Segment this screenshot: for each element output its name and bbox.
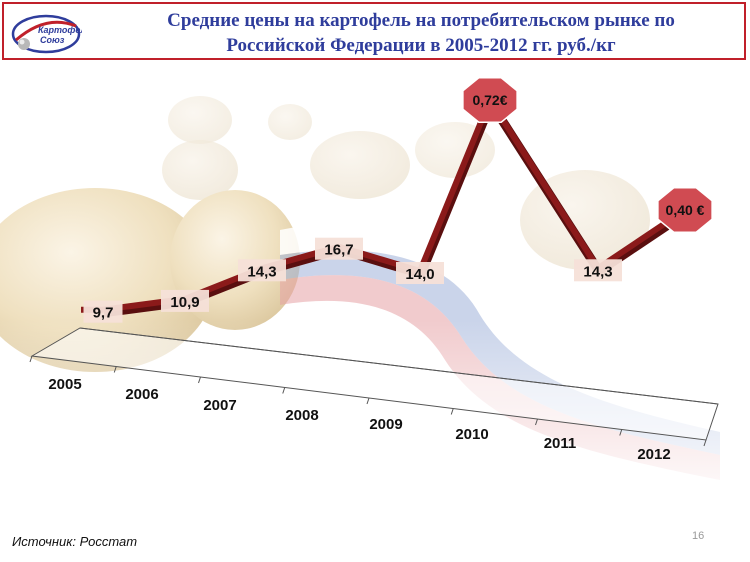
data-label-box — [396, 262, 444, 284]
data-label-2012: 0,40 € — [666, 202, 705, 218]
data-label-box — [574, 259, 622, 282]
floor-tick — [366, 397, 370, 405]
euro-badge — [657, 187, 713, 233]
x-tick-label-2005: 2005 — [48, 376, 81, 393]
floor-tick — [29, 355, 33, 363]
data-label-box — [161, 289, 209, 312]
floor-tick — [282, 387, 286, 394]
data-label-2006: 10,9 — [170, 294, 199, 311]
potato-background — [0, 96, 750, 480]
floor-tick — [535, 418, 538, 426]
euro-badge — [462, 77, 518, 123]
page-number: 16 — [692, 530, 705, 542]
floor-tick — [450, 408, 454, 415]
data-label-2009: 14,0 — [405, 266, 434, 283]
x-tick-label-2012: 2012 — [637, 446, 670, 463]
price-chart: 9,7 10,9 14,3 16,7 14,0 0,72€ 14,3 0,40 € 2005 2… — [0, 77, 750, 480]
logo-text-1: Картофельный — [38, 25, 82, 35]
data-label-2010: 0,72€ — [472, 92, 507, 108]
x-tick-label-2006: 2006 — [125, 386, 158, 403]
chart-floor — [30, 327, 719, 441]
x-tick-label-2010: 2010 — [455, 426, 488, 443]
data-label-2011: 14,3 — [583, 263, 612, 280]
x-tick-label-2008: 2008 — [285, 407, 318, 424]
data-label-box — [238, 259, 286, 282]
x-tick-label-2011: 2011 — [544, 435, 577, 452]
slide-header: Картофельный Союз Средние цены на картоф… — [2, 2, 746, 60]
data-label-box — [315, 237, 363, 260]
floor-tick — [703, 439, 707, 447]
kartofelny-soyuz-logo: Картофельный Союз — [11, 14, 82, 54]
data-label-2008: 16,7 — [324, 242, 353, 259]
data-label-2007: 14,3 — [247, 263, 276, 280]
floor-tick — [619, 429, 623, 436]
logo-text-2: Союз — [40, 35, 65, 45]
data-label-2005: 9,7 — [93, 305, 114, 322]
x-tick-label-2007: 2007 — [203, 397, 236, 414]
floor-tick — [198, 376, 201, 384]
floor-tick — [113, 366, 117, 373]
data-label-box — [83, 300, 123, 323]
source-note: Источник: Росстат — [12, 534, 138, 549]
title-line-1: Средние цены на картофель на потребитель… — [167, 10, 675, 31]
title-line-2: Российской Федерации в 2005-2012 гг. руб… — [226, 35, 616, 56]
x-tick-label-2009: 2009 — [369, 416, 402, 433]
page-title: Средние цены на картофель на потребитель… — [96, 8, 746, 58]
